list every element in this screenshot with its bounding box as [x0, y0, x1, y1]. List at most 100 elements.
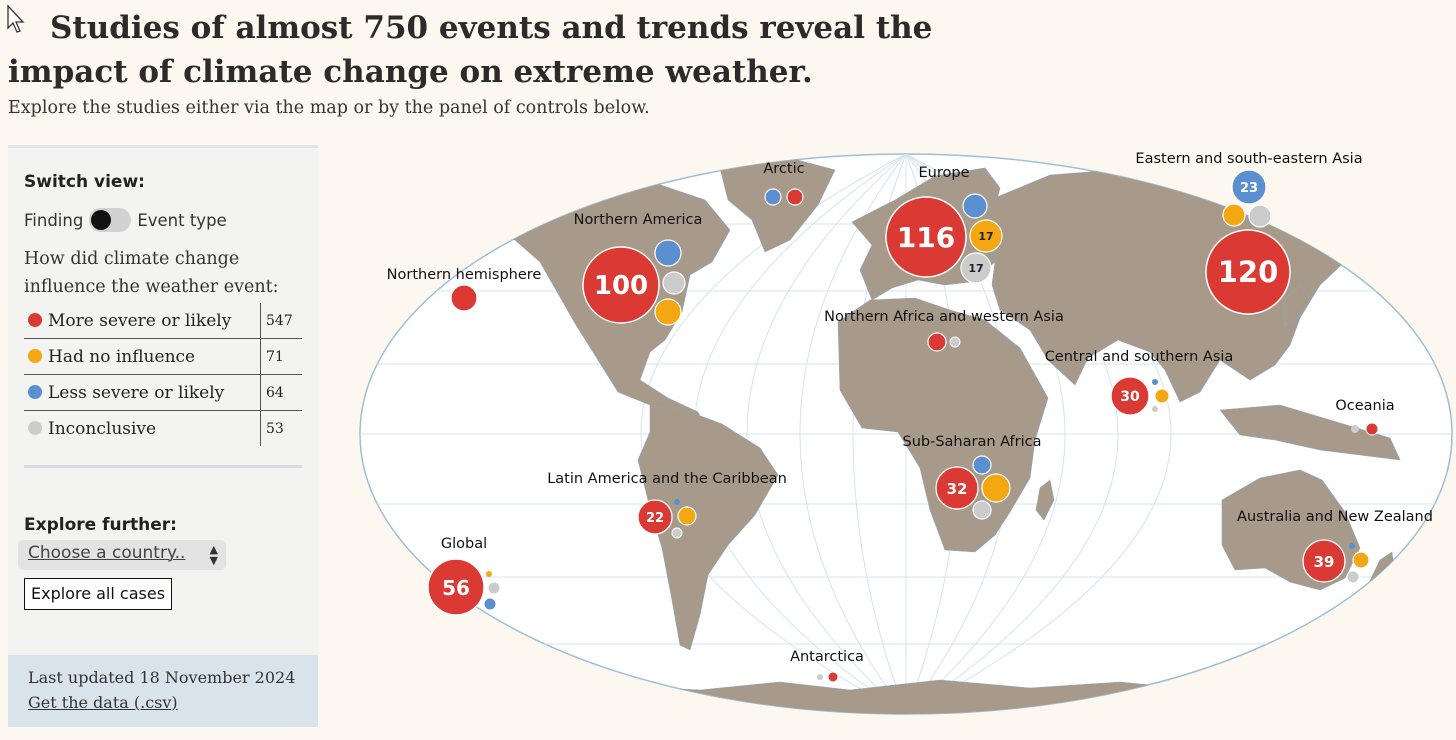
bubble-less-severe[interactable]: [1349, 543, 1355, 549]
country-select[interactable]: Choose a country.. ▲ ▼: [18, 540, 226, 570]
bubble-less-severe[interactable]: [654, 239, 682, 267]
bubble-no-influence[interactable]: [486, 571, 492, 577]
bubble-count: 30: [1120, 389, 1140, 405]
bubble-inconclusive[interactable]: [960, 252, 992, 284]
explore-all-cases-button[interactable]: Explore all cases: [24, 578, 173, 610]
bubble-more-severe[interactable]: [786, 188, 804, 206]
toggle-knob: [91, 210, 112, 230]
bubble-more-severe[interactable]: [450, 284, 478, 312]
bubble-less-severe[interactable]: [674, 499, 680, 505]
bubble-inconclusive[interactable]: [1346, 570, 1360, 584]
country-select-value: Choose a country..: [28, 543, 186, 563]
legend-row[interactable]: Had no influence 71: [24, 338, 302, 375]
view-toggle-switch[interactable]: [89, 208, 132, 232]
legend-count: 547: [260, 303, 302, 339]
bubble-inconclusive[interactable]: [662, 271, 686, 295]
bubble-inconclusive[interactable]: [1152, 406, 1158, 412]
page-subtitle: Explore the studies either via the map o…: [8, 98, 650, 118]
bubble-less-severe[interactable]: [962, 193, 988, 219]
bubble-no-influence[interactable]: [1222, 203, 1246, 227]
bubble-count: 17: [968, 262, 983, 275]
bubble-more-severe[interactable]: [582, 246, 660, 324]
bubble-inconclusive[interactable]: [817, 674, 823, 680]
legend-label: More severe or likely: [48, 310, 232, 331]
bubble-count: 17: [978, 230, 993, 243]
bubble-inconclusive[interactable]: [949, 336, 961, 348]
region-label: Central and southern Asia: [1045, 349, 1234, 365]
region-label: Northern America: [574, 212, 703, 228]
bubble-less-severe[interactable]: [1152, 379, 1158, 385]
bubble-no-influence[interactable]: [677, 506, 697, 526]
page-title: Studies of almost 750 events and trends …: [8, 10, 933, 90]
toggle-label-event-type[interactable]: Event type: [137, 210, 227, 230]
yellow-dot-icon: [28, 348, 42, 363]
bubble-count: 120: [1218, 255, 1279, 289]
region-label: Latin America and the Caribbean: [547, 471, 787, 487]
bubble-inconclusive[interactable]: [487, 581, 501, 595]
region-label: Oceania: [1335, 398, 1394, 414]
get-data-csv-link[interactable]: Get the data (.csv): [28, 693, 178, 712]
bubble-count: 22: [646, 511, 664, 526]
legend-label: Had no influence: [48, 346, 196, 367]
region-label: Northern Africa and western Asia: [824, 309, 1064, 325]
region-label: Antarctica: [790, 649, 864, 665]
legend-count: 71: [260, 338, 302, 375]
finding-legend: More severe or likely 547 Had no influen…: [24, 303, 302, 446]
bubble-no-influence[interactable]: [981, 473, 1011, 503]
region-label: Global: [441, 536, 487, 552]
bubble-more-severe[interactable]: [1302, 539, 1346, 583]
bubble-count: 100: [594, 271, 648, 301]
bubble-less-severe[interactable]: [764, 188, 782, 206]
region-label: Eastern and south-eastern Asia: [1135, 151, 1362, 167]
bubble-more-severe[interactable]: [1110, 376, 1150, 416]
legend-question: How did climate change influence the wea…: [24, 249, 279, 297]
bubble-no-influence[interactable]: [654, 298, 682, 326]
bubble-count: 116: [897, 221, 955, 254]
legend-row[interactable]: Inconclusive 53: [24, 410, 302, 446]
bubble-more-severe[interactable]: [828, 672, 838, 682]
select-arrows-icon: ▲ ▼: [209, 543, 218, 567]
bubble-less-severe[interactable]: [1231, 169, 1267, 205]
blue-dot-icon: [28, 384, 42, 399]
bubble-more-severe[interactable]: [1365, 422, 1379, 436]
bubble-inconclusive[interactable]: [1351, 425, 1359, 433]
legend-row[interactable]: Less severe or likely 64: [24, 374, 302, 411]
bubble-count: 39: [1314, 553, 1335, 571]
mouse-cursor-icon: [7, 4, 25, 33]
bubble-no-influence[interactable]: [1352, 551, 1370, 569]
grey-dot-icon: [28, 420, 42, 435]
bubble-more-severe[interactable]: [935, 466, 979, 510]
legend-divider: [24, 465, 302, 468]
bubble-more-severe[interactable]: [885, 196, 967, 278]
view-toggle-row: Finding Event type: [24, 207, 227, 233]
legend-count: 64: [260, 374, 302, 411]
bubble-inconclusive[interactable]: [1248, 204, 1272, 228]
region-label: Arctic: [763, 161, 804, 177]
bubble-more-severe[interactable]: [637, 499, 673, 535]
bubble-count: 56: [442, 576, 470, 600]
bubble-more-severe[interactable]: [1205, 229, 1291, 315]
bubble-count: 32: [947, 480, 968, 498]
bubble-inconclusive[interactable]: [671, 527, 683, 539]
bubble-less-severe[interactable]: [483, 597, 497, 611]
region-label: Northern hemisphere: [387, 267, 542, 283]
bubble-more-severe[interactable]: [427, 558, 485, 616]
legend-count: 53: [260, 410, 302, 446]
panel-footer: [8, 655, 318, 727]
bubble-no-influence[interactable]: [1154, 388, 1170, 404]
bubble-count: 23: [1240, 181, 1258, 196]
region-label: Sub-Saharan Africa: [903, 434, 1042, 450]
bubble-more-severe[interactable]: [927, 332, 947, 352]
red-dot-icon: [28, 312, 42, 327]
bubble-inconclusive[interactable]: [972, 500, 992, 520]
explore-further-title: Explore further:: [24, 515, 177, 535]
region-label: Australia and New Zealand: [1237, 509, 1433, 525]
bubble-no-influence[interactable]: [969, 219, 1003, 253]
bubble-less-severe[interactable]: [972, 455, 992, 475]
last-updated: Last updated 18 November 2024: [28, 668, 296, 687]
toggle-label-finding[interactable]: Finding: [24, 210, 84, 230]
legend-label: Inconclusive: [48, 418, 157, 439]
legend-row[interactable]: More severe or likely 547: [24, 303, 302, 339]
legend-label: Less severe or likely: [48, 382, 225, 403]
